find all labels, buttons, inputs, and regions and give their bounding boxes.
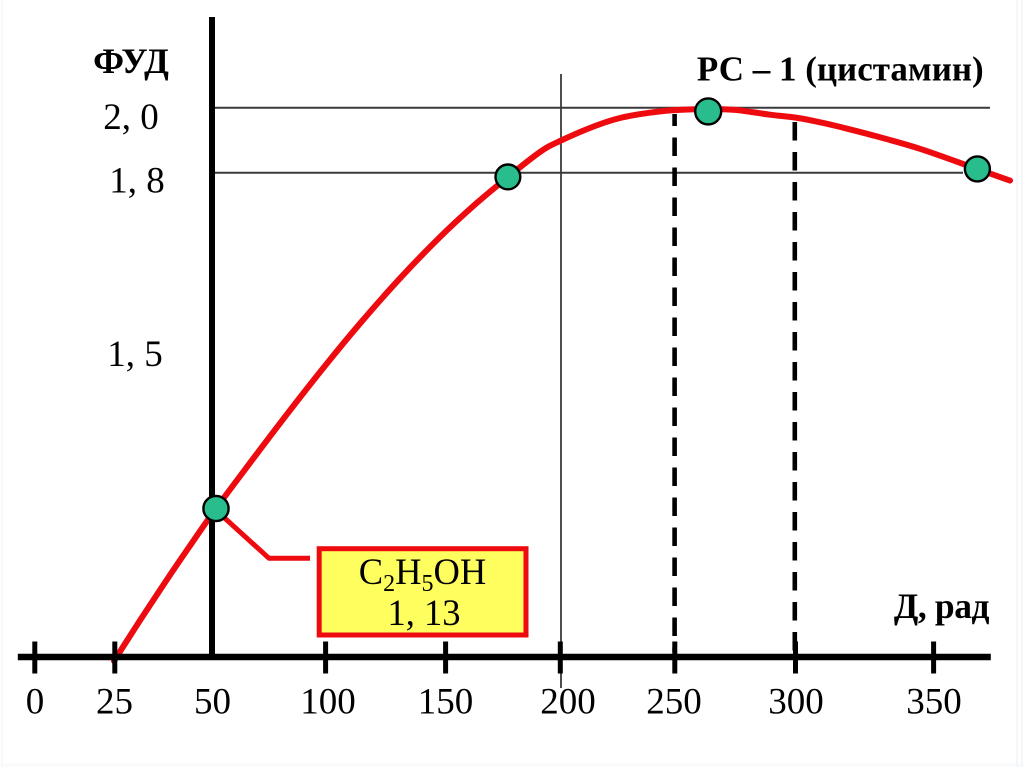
svg-text:1, 5: 1, 5: [107, 334, 163, 375]
svg-text:РС – 1 (цистамин): РС – 1 (цистамин): [697, 50, 984, 89]
svg-text:1, 13: 1, 13: [388, 592, 461, 633]
svg-text:C2H5OH: C2H5OH: [359, 551, 486, 597]
svg-text:2, 0: 2, 0: [103, 97, 159, 138]
svg-text:Д, рад: Д, рад: [894, 586, 990, 626]
svg-text:300: 300: [768, 682, 824, 723]
svg-text:150: 150: [418, 682, 474, 723]
svg-text:ФУД: ФУД: [93, 41, 169, 81]
svg-text:250: 250: [646, 682, 702, 723]
svg-text:100: 100: [300, 682, 356, 723]
svg-text:50: 50: [194, 682, 231, 723]
svg-text:0: 0: [26, 682, 45, 723]
svg-text:350: 350: [906, 682, 962, 723]
svg-text:25: 25: [96, 682, 133, 723]
svg-text:200: 200: [540, 682, 596, 723]
svg-text:1, 8: 1, 8: [109, 160, 165, 201]
